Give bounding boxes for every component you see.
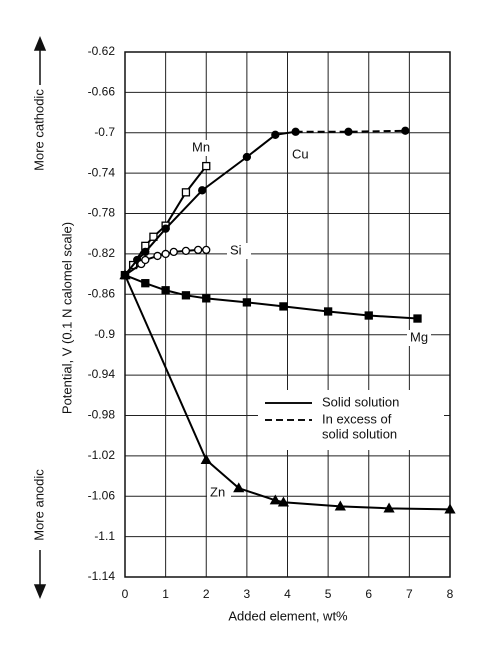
y-arrow-bottom: More anodic	[31, 469, 46, 541]
marker	[242, 298, 252, 307]
x-tick-label: 6	[365, 587, 372, 601]
y-tick-label: -1.06	[88, 488, 116, 502]
series-label-bg	[289, 147, 313, 163]
series-line	[124, 274, 418, 320]
marker	[169, 247, 178, 257]
x-tick-label: 2	[203, 587, 210, 601]
marker	[413, 314, 422, 323]
marker	[161, 249, 170, 259]
series-label: Si	[230, 242, 242, 257]
marker	[269, 494, 281, 505]
marker	[202, 161, 211, 171]
x-tick-label: 5	[325, 587, 332, 601]
marker	[181, 246, 191, 256]
legend-label: Solid solution	[322, 394, 399, 409]
y-arrow-top: More cathodic	[31, 89, 46, 171]
series: Cu	[120, 126, 410, 280]
marker	[401, 126, 410, 135]
marker	[149, 232, 158, 241]
y-tick-label: -0.98	[88, 408, 116, 422]
legend-label: solid solution	[322, 426, 397, 441]
x-tick-label: 8	[447, 587, 454, 601]
y-tick-label: -0.74	[88, 165, 116, 179]
series-line	[295, 129, 406, 133]
marker	[364, 311, 373, 320]
series-label: Cu	[292, 146, 309, 161]
marker	[277, 496, 290, 507]
marker	[198, 186, 207, 195]
marker	[193, 245, 203, 255]
y-tick-label: -1.02	[88, 448, 116, 462]
y-tick-label: -1.14	[88, 569, 116, 583]
marker	[161, 224, 170, 233]
x-tick-label: 3	[244, 587, 251, 601]
series: Si	[120, 242, 251, 280]
y-axis-label: Potential, V (0.1 N calomel scale)	[59, 222, 74, 414]
legend-label: In excess of	[322, 411, 392, 426]
series: Mg	[120, 270, 431, 346]
x-tick-label: 0	[122, 587, 129, 601]
y-tick-label: -0.94	[88, 367, 116, 381]
marker	[383, 502, 395, 513]
x-axis-label: Added element, wt%	[228, 608, 348, 623]
marker	[202, 294, 211, 303]
marker	[153, 251, 162, 261]
marker	[161, 286, 170, 295]
marker	[141, 255, 150, 265]
arrows	[33, 36, 47, 599]
series-label: Mg	[410, 329, 428, 344]
y-tick-label: -0.62	[88, 44, 116, 58]
y-tick-label: -0.78	[88, 206, 116, 220]
series: Zn	[119, 269, 456, 514]
y-tick-label: -0.9	[94, 327, 115, 341]
marker	[271, 130, 280, 139]
marker	[181, 188, 191, 197]
x-tick-label: 4	[284, 587, 291, 601]
x-tick-label: 1	[162, 587, 169, 601]
series-label-bg	[207, 485, 231, 501]
series-label-bg	[227, 243, 251, 259]
marker	[323, 307, 333, 316]
marker	[334, 500, 346, 511]
series-label-bg	[189, 140, 213, 156]
marker	[119, 269, 131, 280]
series-label: Mn	[192, 139, 210, 154]
marker	[279, 302, 288, 311]
y-tick-label: -0.66	[88, 85, 116, 99]
series-label-bg	[407, 330, 431, 346]
y-tick-label: -0.82	[88, 246, 116, 260]
y-tick-label: -1.1	[94, 529, 115, 543]
y-tick-label: -0.86	[88, 286, 116, 300]
marker	[141, 247, 150, 257]
marker	[233, 482, 245, 493]
series-label: Zn	[210, 484, 225, 499]
y-tick-label: -0.7	[94, 125, 115, 139]
plot-frame	[124, 51, 451, 578]
marker	[242, 152, 252, 162]
marker	[444, 503, 456, 514]
marker	[141, 279, 150, 288]
x-tick-label: 7	[406, 587, 413, 601]
marker	[291, 127, 300, 136]
marker	[181, 291, 191, 300]
marker	[202, 245, 211, 255]
marker	[344, 127, 353, 136]
series-line	[124, 274, 451, 511]
marker	[200, 454, 212, 465]
